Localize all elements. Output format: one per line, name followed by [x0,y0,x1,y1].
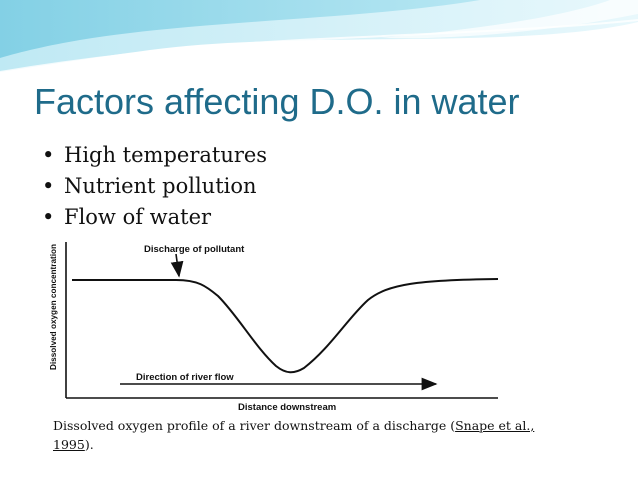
bullet-dot-icon: • [42,143,55,167]
discharge-arrow [170,253,184,278]
figure-caption: Dissolved oxygen profile of a river down… [53,416,553,454]
flow-direction-label: Direction of river flow [136,372,234,383]
slide-title: Factors affecting D.O. in water [34,81,520,122]
bullet-item: • Nutrient pollution [42,171,267,202]
do-profile-diagram: Discharge of pollutant Direction of rive… [49,242,499,413]
discharge-label: Discharge of pollutant [144,244,245,255]
bullet-list: • High temperatures • Nutrient pollution •… [42,140,267,233]
bullet-text: High temperatures [64,143,268,167]
do-profile-figure: Discharge of pollutant Direction of rive… [38,238,502,416]
bullet-text: Flow of water [64,205,212,229]
bullet-item: • High temperatures [42,140,267,171]
caption-suffix: ). [84,437,94,452]
caption-text: Dissolved oxygen profile of a river down… [53,418,456,433]
header-wave-banner [0,0,638,73]
bullet-text: Nutrient pollution [64,174,257,198]
bullet-dot-icon: • [42,205,55,229]
y-axis-label: Dissolved oxygen concentration [49,244,58,370]
bullet-dot-icon: • [42,174,55,198]
do-profile-curve [72,278,499,374]
citation-link[interactable]: Snape et al., 1995 [53,418,535,452]
bullet-item: • Flow of water [42,202,267,233]
x-axis-label: Distance downstream [238,402,336,413]
